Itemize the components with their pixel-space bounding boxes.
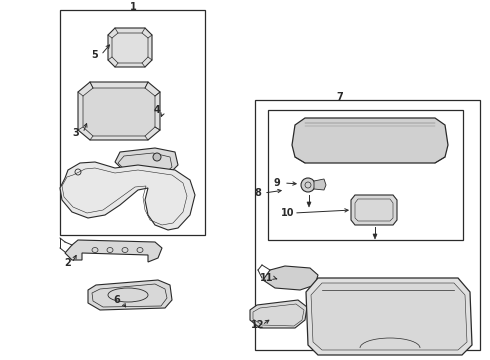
Text: 11: 11 (260, 273, 274, 283)
Polygon shape (115, 148, 178, 178)
Polygon shape (263, 266, 318, 290)
Text: 9: 9 (273, 178, 280, 188)
Text: 8: 8 (255, 188, 262, 198)
Circle shape (153, 153, 161, 161)
Text: 4: 4 (154, 105, 160, 115)
Polygon shape (250, 300, 307, 328)
Text: 1: 1 (130, 2, 136, 12)
Text: 6: 6 (114, 295, 121, 305)
Text: 3: 3 (73, 128, 79, 138)
Polygon shape (351, 195, 397, 225)
Text: 12: 12 (251, 320, 265, 330)
Polygon shape (83, 88, 155, 136)
Text: 7: 7 (337, 92, 343, 102)
Polygon shape (307, 202, 311, 207)
Polygon shape (78, 82, 160, 140)
Polygon shape (306, 278, 472, 355)
Bar (268, 110, 463, 240)
Circle shape (301, 178, 315, 192)
Polygon shape (88, 280, 172, 310)
Text: 2: 2 (65, 258, 72, 268)
Bar (60, 10, 205, 235)
Polygon shape (65, 240, 162, 262)
Polygon shape (60, 162, 195, 230)
Text: 10: 10 (281, 208, 295, 218)
Polygon shape (108, 28, 152, 67)
Polygon shape (314, 179, 326, 190)
Text: 5: 5 (92, 50, 98, 60)
Bar (255, 100, 480, 350)
Polygon shape (311, 283, 467, 350)
Polygon shape (292, 118, 448, 163)
Polygon shape (373, 234, 377, 239)
